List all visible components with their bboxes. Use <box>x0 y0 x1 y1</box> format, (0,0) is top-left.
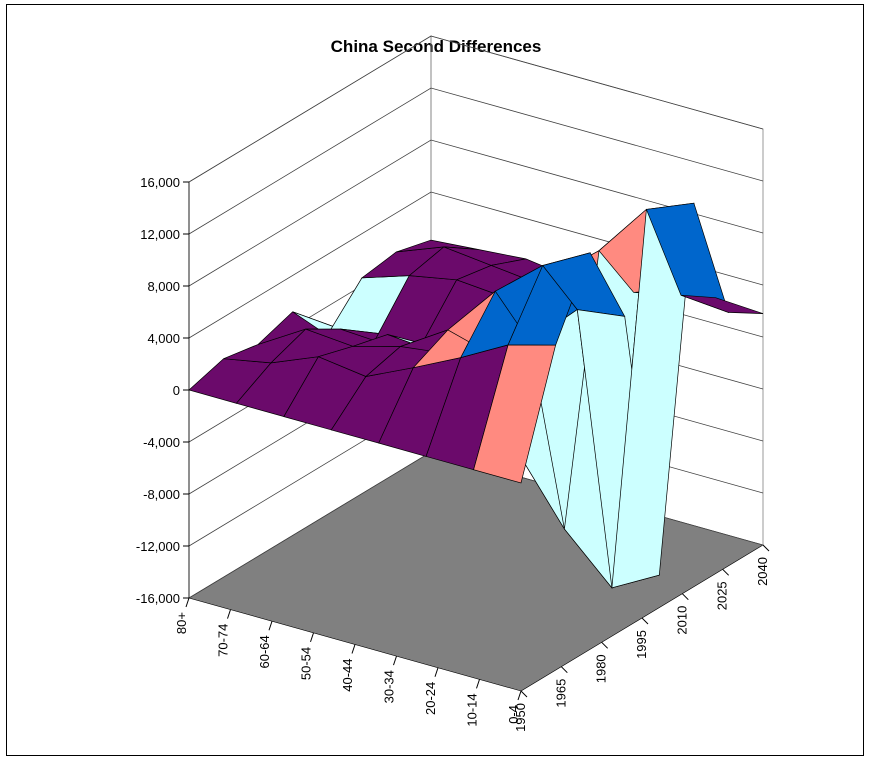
year-tick-label: 2025 <box>715 581 730 610</box>
year-axis-ticks: 1950 1965 1980 1995 2010 2025 2040 <box>513 544 770 732</box>
z-tick-label: 8,000 <box>147 279 180 294</box>
z-tick-label: -12,000 <box>136 539 180 554</box>
year-tick-label: 1980 <box>594 654 609 683</box>
year-tick-label: 2010 <box>674 606 689 635</box>
year-tick-mark <box>681 593 689 601</box>
z-tick-label: -4,000 <box>143 435 180 450</box>
surface-plot: 16,000 12,000 8,000 4,000 0 -4,000 -8,000 -12,0… <box>136 35 770 732</box>
z-tick-label: -16,000 <box>136 591 180 606</box>
floor-plane <box>188 451 764 692</box>
age-tick-mark <box>476 679 480 689</box>
age-tick-mark <box>517 690 522 701</box>
year-tick-mark <box>641 617 649 625</box>
year-tick-mark <box>722 568 730 576</box>
z-tick-label: -8,000 <box>143 487 180 502</box>
year-tick-label: 1965 <box>553 679 568 708</box>
year-tick-mark <box>520 690 528 698</box>
year-tick-label: 2040 <box>755 557 770 586</box>
age-tick-label: 50-54 <box>299 647 314 680</box>
age-tick-mark <box>227 609 231 619</box>
age-tick-mark <box>351 644 356 654</box>
gridline <box>188 35 764 183</box>
z-axis-ticks: 16,000 12,000 8,000 4,000 0 -4,000 -8,000 -12,0… <box>136 175 190 606</box>
year-tick-mark <box>601 641 609 649</box>
age-tick-label: 30-34 <box>382 670 397 703</box>
z-tick-label: 16,000 <box>140 175 180 190</box>
surface-patch <box>680 294 764 314</box>
floor-layer <box>188 451 764 692</box>
surface-layer <box>188 202 764 589</box>
age-tick-mark <box>268 621 273 631</box>
z-tick-label: 12,000 <box>140 227 180 242</box>
age-tick-mark <box>393 655 397 666</box>
age-tick-label: 20-24 <box>423 682 438 715</box>
chart-title: China Second Differences <box>330 37 542 56</box>
age-tick-mark <box>310 632 314 643</box>
year-tick-mark <box>762 544 770 552</box>
year-tick-mark <box>560 666 568 674</box>
age-axis-ticks: 80+ 70-74 60-64 50-54 40-44 30-34 20-24 10-14 0-… <box>174 597 522 727</box>
age-tick-mark <box>185 597 190 608</box>
age-tick-label: 60-64 <box>257 635 272 668</box>
gridline <box>188 139 764 287</box>
age-tick-label: 0-4 <box>506 705 521 724</box>
age-tick-label: 80+ <box>174 612 189 634</box>
age-tick-label: 40-44 <box>340 659 355 692</box>
chart-frame: China Second Differences 16,000 12,000 8,0… <box>6 4 864 756</box>
year-tick-label: 1995 <box>634 630 649 659</box>
age-tick-label: 70-74 <box>216 624 231 657</box>
age-tick-mark <box>434 667 439 677</box>
z-tick-label: 0 <box>173 383 180 398</box>
z-tick-label: 4,000 <box>147 331 180 346</box>
age-tick-label: 10-14 <box>465 693 480 726</box>
gridline <box>188 87 764 235</box>
year-tick-label: 1950 <box>513 703 528 732</box>
